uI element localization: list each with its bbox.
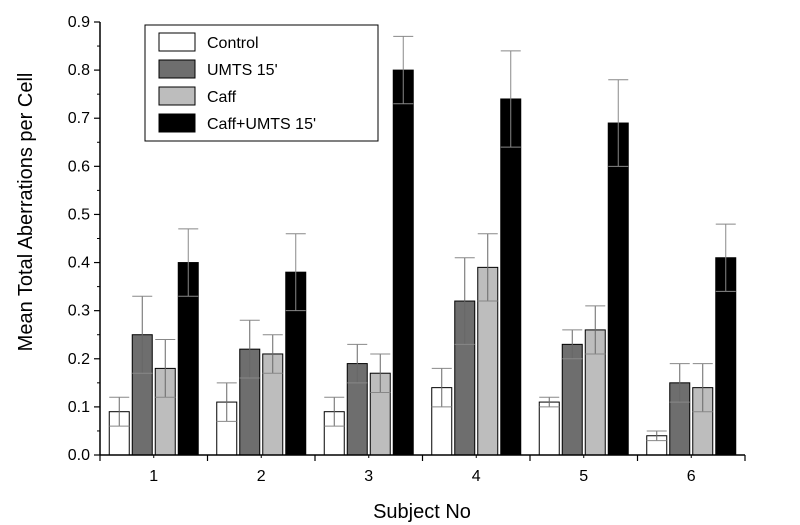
bar-subject-4-series-4 bbox=[500, 98, 522, 456]
y-tick-label: 0.6 bbox=[68, 158, 90, 175]
y-tick-label: 0.7 bbox=[68, 110, 90, 127]
legend-label: Caff+UMTS 15' bbox=[207, 116, 316, 133]
y-tick-label: 0.9 bbox=[68, 14, 90, 31]
x-tick-label: 5 bbox=[579, 468, 588, 485]
axes-group bbox=[94, 21, 746, 461]
legend-swatch bbox=[158, 59, 196, 79]
y-tick-label: 0.4 bbox=[68, 255, 90, 272]
bar-subject-5-series-2 bbox=[561, 343, 583, 456]
bars-group bbox=[108, 35, 737, 456]
bar-subject-5-series-1 bbox=[538, 401, 560, 456]
y-tick-label: 0.0 bbox=[68, 447, 90, 464]
bar-subject-5-series-4 bbox=[607, 122, 629, 456]
legend-swatch bbox=[158, 86, 196, 106]
legend-label: Caff bbox=[207, 89, 237, 106]
tick-labels-group: 0.0 0.1 0.2 0.3 0.4 0.5 0.6 0.7 0.8 0.9 1 2 3 4 5 6 bbox=[68, 14, 696, 485]
x-axis-title: Subject No bbox=[373, 501, 471, 523]
x-tick-label: 3 bbox=[364, 468, 373, 485]
bar-subject-3-series-4 bbox=[392, 69, 414, 456]
legend: Control UMTS 15' Caff Caff+UMTS 15' bbox=[144, 24, 379, 142]
legend-swatch bbox=[158, 32, 196, 52]
y-tick-label: 0.1 bbox=[68, 399, 90, 416]
legend-label: Control bbox=[207, 35, 259, 52]
legend-label: UMTS 15' bbox=[207, 62, 278, 79]
x-tick-label: 6 bbox=[687, 468, 696, 485]
x-tick-label: 4 bbox=[472, 468, 481, 485]
y-tick-label: 0.2 bbox=[68, 351, 90, 368]
x-tick-label: 1 bbox=[149, 468, 158, 485]
y-tick-label: 0.8 bbox=[68, 62, 90, 79]
y-tick-label: 0.5 bbox=[68, 206, 90, 223]
x-tick-label: 2 bbox=[257, 468, 266, 485]
y-tick-label: 0.3 bbox=[68, 303, 90, 320]
legend-swatch bbox=[158, 113, 196, 133]
y-axis-title: Mean Total Aberrations per Cell bbox=[15, 73, 37, 352]
